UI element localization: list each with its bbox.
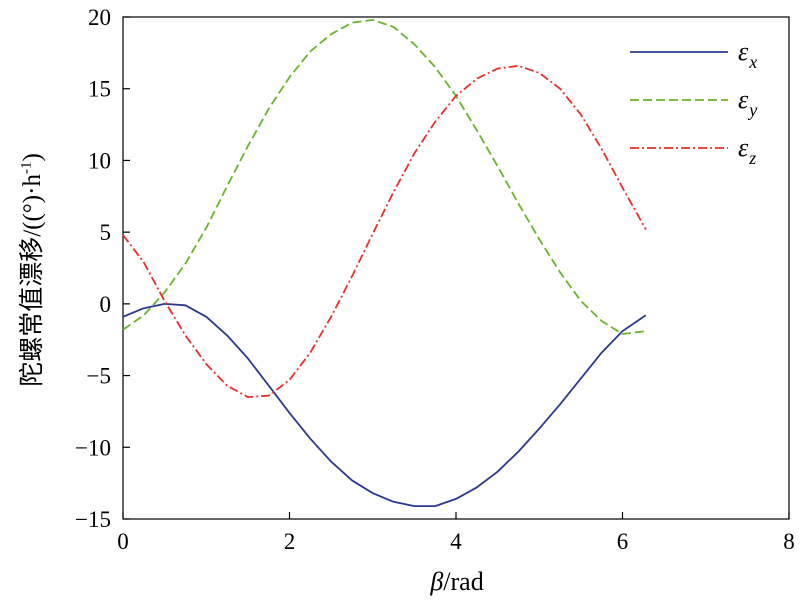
y-tick-label: 10: [88, 148, 111, 173]
x-tick-label: 6: [617, 529, 629, 554]
y-axis-title-sup: -1: [18, 161, 35, 175]
x-tick-label: 4: [450, 529, 462, 554]
x-tick-label: 8: [783, 529, 795, 554]
y-tick-label: 5: [100, 220, 112, 245]
y-tick-label: −5: [87, 364, 111, 389]
y-tick-label: 0: [100, 292, 112, 317]
legend-label-y: εy: [738, 85, 757, 120]
series-line-y: [122, 18, 646, 335]
y-tick-label: −15: [75, 507, 111, 532]
y-tick-label: −10: [75, 435, 111, 460]
x-tick-label: 0: [117, 529, 129, 554]
legend-label-z: εz: [738, 133, 756, 168]
y-axis-title-tail: ): [19, 153, 46, 162]
x-axis-symbol: β: [429, 567, 443, 596]
y-axis-title-main: 陀螺常值漂移/((°)·h: [19, 174, 46, 387]
y-tick-label: 15: [88, 77, 111, 102]
plot-frame: [122, 16, 790, 520]
y-tick-label: 20: [88, 5, 111, 30]
series-line-z: [122, 64, 647, 399]
x-axis-unit: /rad: [443, 567, 483, 596]
series-line-x: [122, 302, 647, 508]
legend-label-x: εx: [738, 37, 757, 72]
x-axis-title: β/rad: [429, 567, 483, 596]
x-tick-label: 2: [284, 529, 296, 554]
y-axis-title: 陀螺常值漂移/((°)·h-1): [12, 153, 48, 387]
